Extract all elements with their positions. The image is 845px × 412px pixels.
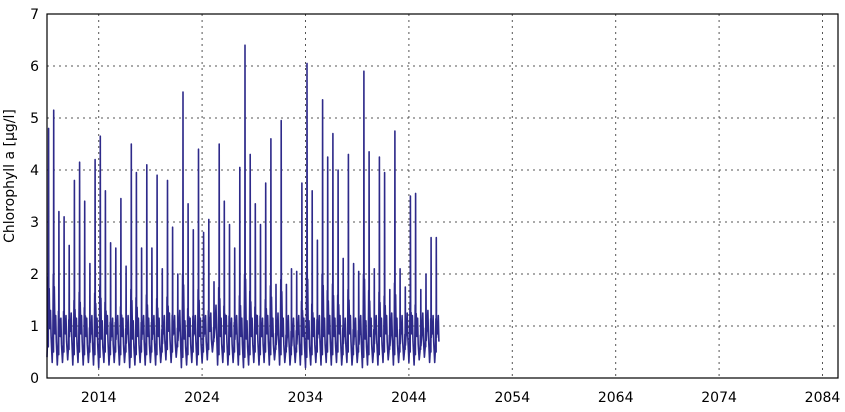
y-tick-label: 5: [30, 111, 39, 127]
x-tick-label: 2014: [81, 390, 117, 406]
y-axis-label: Chlorophyll a [µg/l]: [2, 109, 18, 243]
y-tick-label: 2: [30, 267, 39, 283]
x-tick-label: 2044: [391, 390, 427, 406]
plot-frame: [46, 13, 839, 379]
x-tick-label: 2054: [494, 390, 530, 406]
chlorophyll-series-line: [46, 44, 440, 369]
x-tick-labels: 2014 2024 2034 2044 2054 2064 2074 2084: [81, 390, 841, 406]
y-tick-labels: 0 1 2 3 4 5 6 7: [30, 7, 39, 387]
y-tick-label: 0: [30, 371, 39, 387]
x-tick-label: 2064: [598, 390, 634, 406]
x-tick-label: 2024: [184, 390, 220, 406]
y-tick-label: 3: [30, 215, 39, 231]
y-tick-label: 7: [30, 7, 39, 23]
x-tick-label: 2034: [288, 390, 324, 406]
grid-lines: [47, 14, 838, 378]
y-tick-label: 1: [30, 319, 39, 335]
y-tick-label: 6: [30, 59, 39, 75]
series-layer: [46, 44, 440, 369]
x-tick-label: 2084: [805, 390, 841, 406]
y-tick-label: 4: [30, 163, 39, 179]
x-tick-label: 2074: [701, 390, 737, 406]
